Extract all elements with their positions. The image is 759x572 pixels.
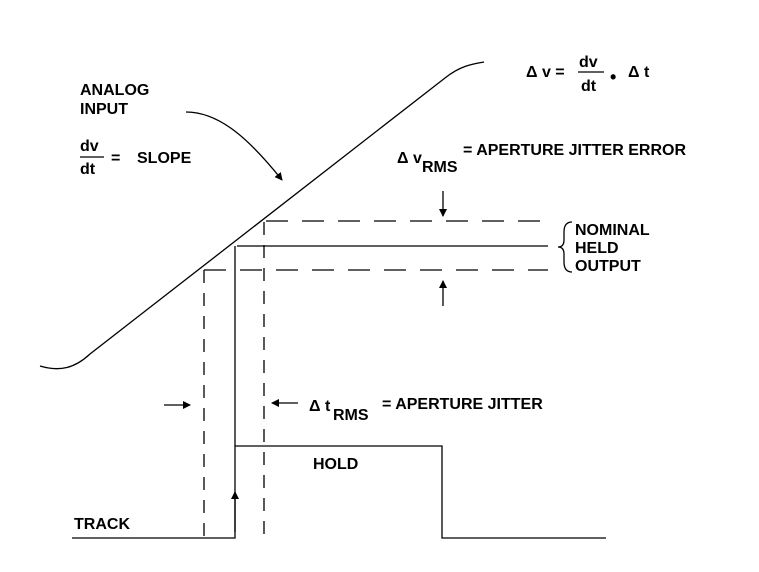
held-label: HELD	[575, 240, 619, 257]
input-label: INPUT	[80, 101, 128, 118]
slope-label: SLOPE	[137, 150, 192, 167]
equation-delta-t: Δ t	[628, 64, 650, 81]
slope-equals: =	[111, 150, 120, 167]
track-label: TRACK	[74, 516, 130, 533]
output-label: OUTPUT	[575, 258, 641, 275]
analog-input-ramp	[39, 61, 485, 370]
delta-t-rms: RMS	[333, 407, 369, 424]
equation-delta-v: Δ v =	[526, 64, 565, 81]
nominal-label: NOMINAL	[575, 222, 650, 239]
aperture-jitter-label: = APERTURE JITTER	[382, 396, 543, 413]
aperture-jitter-error-label: = APERTURE JITTER ERROR	[463, 142, 686, 159]
delta-v-label: Δ v	[397, 150, 422, 167]
delta-v-rms: RMS	[422, 159, 458, 176]
equation-dot: •	[610, 67, 616, 87]
analog-label: ANALOG	[80, 82, 149, 99]
hold-label: HOLD	[313, 456, 358, 473]
equation-dv: dv	[579, 54, 598, 71]
slope-dv: dv	[80, 138, 99, 155]
output-brace	[557, 221, 573, 273]
slope-dt: dt	[80, 161, 96, 178]
input-pointer-arrow	[185, 111, 283, 181]
delta-t-label: Δ t	[309, 398, 331, 415]
track-hold-signal	[72, 445, 606, 539]
equation-dt: dt	[581, 78, 597, 95]
